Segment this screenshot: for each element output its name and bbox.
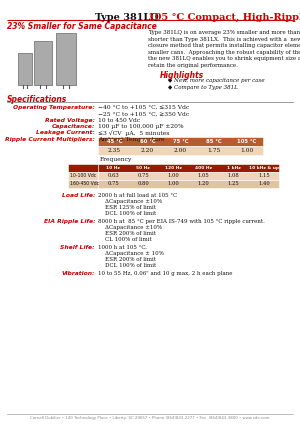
Text: ΔCapacitance ± 10%: ΔCapacitance ± 10% <box>98 251 164 256</box>
Text: Operating Temperature:: Operating Temperature: <box>13 105 95 110</box>
Text: 23% Smaller for Same Capacitance: 23% Smaller for Same Capacitance <box>7 22 157 31</box>
Text: 10-100 Vdc: 10-100 Vdc <box>70 173 96 178</box>
Text: ESR 200% of limit: ESR 200% of limit <box>98 257 156 262</box>
Text: 1.00: 1.00 <box>167 173 179 178</box>
Text: Cornell Dubilier • 140 Technology Place • Liberty, SC 29657 • Phone (864)843-227: Cornell Dubilier • 140 Technology Place … <box>30 416 270 420</box>
Bar <box>34 41 52 85</box>
Text: ΔCapacitance ±10%: ΔCapacitance ±10% <box>98 225 162 230</box>
Text: −25 °C to +105 °C, ≥350 Vdc: −25 °C to +105 °C, ≥350 Vdc <box>98 111 189 116</box>
Text: 2.00: 2.00 <box>174 147 187 153</box>
Text: Rated Voltage:: Rated Voltage: <box>45 118 95 123</box>
Text: 85 °C: 85 °C <box>206 139 221 144</box>
Text: 0.75: 0.75 <box>137 173 149 178</box>
Text: 75 °C: 75 °C <box>173 139 188 144</box>
Text: 8000 h at  85 °C per EIA IS-749 with 105 °C ripple current.: 8000 h at 85 °C per EIA IS-749 with 105 … <box>98 219 265 224</box>
Text: 1 kHz: 1 kHz <box>227 166 241 170</box>
Text: Load Life:: Load Life: <box>61 193 95 198</box>
Text: 1.00: 1.00 <box>167 181 179 186</box>
Text: the new 381LQ enables you to shrink equipment size and: the new 381LQ enables you to shrink equi… <box>148 56 300 61</box>
Text: 2000 h at full load at 105 °C: 2000 h at full load at 105 °C <box>98 193 177 198</box>
Text: 1.25: 1.25 <box>228 181 240 186</box>
Text: 1.05: 1.05 <box>198 173 209 178</box>
Text: 10 Hz: 10 Hz <box>106 166 120 170</box>
Text: ΔCapacitance ±10%: ΔCapacitance ±10% <box>98 198 162 204</box>
Text: Highlights: Highlights <box>160 71 204 80</box>
Text: 160-450 Vdc: 160-450 Vdc <box>70 181 99 186</box>
Bar <box>68 180 98 188</box>
Text: 50 Hz: 50 Hz <box>136 166 150 170</box>
Bar <box>18 53 32 85</box>
Text: 100 µF to 100,000 µF ±20%: 100 µF to 100,000 µF ±20% <box>98 124 184 129</box>
Text: 10 to 55 Hz, 0.06" and 10 g max, 2 h each plane: 10 to 55 Hz, 0.06" and 10 g max, 2 h eac… <box>98 271 232 276</box>
Text: closure method that permits installing capacitor elements into: closure method that permits installing c… <box>148 43 300 48</box>
Bar <box>98 146 263 155</box>
Text: 10 to 450 Vdc: 10 to 450 Vdc <box>98 118 140 123</box>
Text: 400 Hz: 400 Hz <box>195 166 212 170</box>
Bar <box>98 164 279 172</box>
Text: 2.35: 2.35 <box>108 147 121 153</box>
Text: 1.15: 1.15 <box>258 173 270 178</box>
Bar <box>98 172 279 180</box>
Text: 1.75: 1.75 <box>207 147 220 153</box>
Text: 10 kHz & up: 10 kHz & up <box>249 166 279 170</box>
Text: Ambient Temperature: Ambient Temperature <box>98 137 164 142</box>
Text: DCL 100% of limit: DCL 100% of limit <box>98 263 156 268</box>
Bar <box>56 33 76 85</box>
Text: ◆ New, more capacitance per case: ◆ New, more capacitance per case <box>168 78 265 83</box>
Text: Frequency: Frequency <box>100 157 132 162</box>
Text: ESR 200% of limit: ESR 200% of limit <box>98 231 156 236</box>
Text: ≤3 √CV  µA,  5 minutes: ≤3 √CV µA, 5 minutes <box>98 130 170 136</box>
Text: ESR 125% of limit: ESR 125% of limit <box>98 205 156 210</box>
Text: retain the original performance.: retain the original performance. <box>148 62 238 68</box>
Text: shorter than Type 381LX.  This is achieved with a  new can: shorter than Type 381LX. This is achieve… <box>148 37 300 42</box>
Text: ◆ Compare to Type 381L: ◆ Compare to Type 381L <box>168 85 238 90</box>
Text: Type 381LQ is on average 23% smaller and more than 5 mm: Type 381LQ is on average 23% smaller and… <box>148 30 300 35</box>
Text: Type 381LQ: Type 381LQ <box>95 13 162 22</box>
Text: 1.00: 1.00 <box>240 147 253 153</box>
Text: CL 100% of limit: CL 100% of limit <box>98 237 152 242</box>
Text: 45 °C: 45 °C <box>107 139 122 144</box>
Text: −40 °C to +105 °C, ≤315 Vdc: −40 °C to +105 °C, ≤315 Vdc <box>98 105 189 110</box>
Bar <box>68 172 98 180</box>
Text: 0.63: 0.63 <box>107 173 119 178</box>
Text: Ripple Current Multipliers:: Ripple Current Multipliers: <box>5 137 95 142</box>
Text: 0.75: 0.75 <box>107 181 119 186</box>
Text: 1.08: 1.08 <box>228 173 240 178</box>
Text: 60 °C: 60 °C <box>140 139 155 144</box>
Text: Shelf Life:: Shelf Life: <box>61 245 95 249</box>
Bar <box>98 180 279 188</box>
Bar <box>68 164 98 172</box>
Bar <box>98 137 263 146</box>
Text: DCL 100% of limit: DCL 100% of limit <box>98 211 156 215</box>
Text: 2.20: 2.20 <box>141 147 154 153</box>
Text: 1.20: 1.20 <box>198 181 209 186</box>
Text: 105 °C Compact, High-Ripple Snap-in: 105 °C Compact, High-Ripple Snap-in <box>148 13 300 22</box>
Text: Capacitance:: Capacitance: <box>52 124 95 129</box>
Text: 120 Hz: 120 Hz <box>165 166 182 170</box>
Text: Leakage Current:: Leakage Current: <box>36 130 95 135</box>
Text: EIA Ripple Life:: EIA Ripple Life: <box>44 219 95 224</box>
Text: 0.80: 0.80 <box>137 181 149 186</box>
Text: Vibration:: Vibration: <box>61 271 95 276</box>
Text: 105 °C: 105 °C <box>237 139 256 144</box>
Text: smaller cans.  Approaching the robust capability of the 381L,: smaller cans. Approaching the robust cap… <box>148 49 300 54</box>
Text: 1000 h at 105 °C,: 1000 h at 105 °C, <box>98 245 147 249</box>
Text: Specifications: Specifications <box>7 95 67 104</box>
Text: 1.40: 1.40 <box>258 181 270 186</box>
